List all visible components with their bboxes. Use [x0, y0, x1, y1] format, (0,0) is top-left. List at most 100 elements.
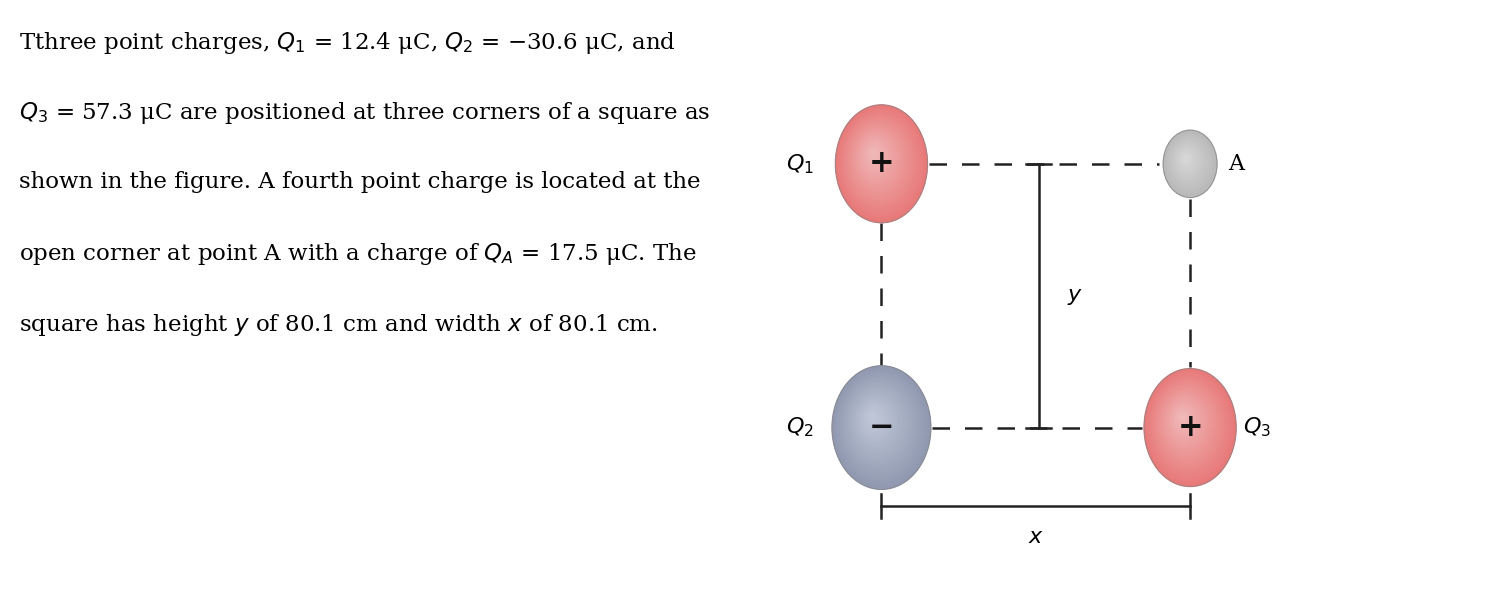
- Ellipse shape: [852, 391, 902, 453]
- Ellipse shape: [865, 408, 883, 429]
- Ellipse shape: [1172, 404, 1196, 435]
- Ellipse shape: [1178, 147, 1197, 173]
- Ellipse shape: [846, 383, 911, 465]
- Text: $x$: $x$: [1027, 526, 1044, 548]
- Text: −: −: [868, 412, 895, 443]
- Ellipse shape: [1179, 414, 1185, 421]
- Ellipse shape: [835, 105, 928, 223]
- Ellipse shape: [871, 150, 877, 158]
- Ellipse shape: [844, 381, 913, 467]
- Ellipse shape: [853, 393, 899, 451]
- Ellipse shape: [1160, 390, 1212, 456]
- Ellipse shape: [1182, 154, 1190, 163]
- Ellipse shape: [1173, 406, 1194, 433]
- Ellipse shape: [843, 379, 916, 470]
- Ellipse shape: [867, 145, 881, 165]
- Text: $y$: $y$: [1068, 285, 1083, 307]
- Ellipse shape: [850, 124, 905, 195]
- Ellipse shape: [1150, 375, 1228, 477]
- Text: +: +: [1178, 412, 1203, 443]
- Ellipse shape: [1175, 409, 1191, 429]
- Ellipse shape: [855, 129, 901, 188]
- Ellipse shape: [871, 415, 874, 419]
- Ellipse shape: [1175, 407, 1193, 431]
- Ellipse shape: [1158, 386, 1217, 461]
- Ellipse shape: [861, 401, 890, 438]
- Ellipse shape: [1164, 132, 1215, 195]
- Ellipse shape: [1151, 377, 1227, 475]
- Ellipse shape: [1181, 416, 1184, 419]
- Ellipse shape: [1176, 411, 1190, 426]
- Ellipse shape: [834, 368, 929, 487]
- Ellipse shape: [1169, 137, 1209, 188]
- Ellipse shape: [862, 403, 887, 436]
- Ellipse shape: [864, 142, 886, 170]
- Ellipse shape: [868, 147, 880, 162]
- Text: $Q_3$: $Q_3$: [1243, 416, 1272, 439]
- Ellipse shape: [1179, 150, 1194, 168]
- Ellipse shape: [864, 405, 886, 433]
- Ellipse shape: [858, 398, 893, 443]
- Text: $Q_1$: $Q_1$: [786, 152, 814, 176]
- Ellipse shape: [1157, 384, 1218, 463]
- Ellipse shape: [1181, 152, 1191, 166]
- Ellipse shape: [1182, 153, 1191, 164]
- Ellipse shape: [859, 399, 892, 441]
- Ellipse shape: [867, 410, 880, 426]
- Ellipse shape: [1144, 368, 1236, 487]
- Ellipse shape: [873, 152, 876, 156]
- Ellipse shape: [1161, 391, 1211, 454]
- Ellipse shape: [868, 411, 879, 424]
- Ellipse shape: [1170, 139, 1206, 184]
- Ellipse shape: [1170, 402, 1199, 438]
- Ellipse shape: [1169, 137, 1209, 187]
- Ellipse shape: [1164, 395, 1208, 450]
- Ellipse shape: [837, 371, 925, 482]
- Ellipse shape: [1175, 144, 1202, 178]
- Ellipse shape: [1176, 147, 1199, 174]
- Ellipse shape: [856, 131, 898, 186]
- Text: Tthree point charges, $Q_1$ = 12.4 μC, $Q_2$ = −30.6 μC, and: Tthree point charges, $Q_1$ = 12.4 μC, $…: [18, 30, 676, 56]
- Ellipse shape: [1164, 131, 1217, 196]
- Ellipse shape: [1172, 141, 1205, 181]
- Ellipse shape: [1167, 136, 1211, 189]
- Ellipse shape: [841, 113, 919, 211]
- Ellipse shape: [864, 140, 887, 172]
- Ellipse shape: [865, 143, 884, 167]
- Ellipse shape: [837, 373, 923, 479]
- Ellipse shape: [1152, 380, 1224, 470]
- Ellipse shape: [837, 106, 926, 220]
- Ellipse shape: [1169, 401, 1200, 440]
- Ellipse shape: [861, 137, 892, 176]
- Ellipse shape: [1172, 140, 1206, 183]
- Ellipse shape: [1173, 143, 1202, 179]
- Ellipse shape: [844, 116, 914, 207]
- Ellipse shape: [1166, 396, 1205, 447]
- Ellipse shape: [1167, 398, 1203, 445]
- Ellipse shape: [832, 366, 931, 490]
- Text: shown in the figure. A fourth point charge is located at the: shown in the figure. A fourth point char…: [18, 171, 700, 193]
- Text: +: +: [868, 148, 895, 179]
- Ellipse shape: [847, 384, 910, 463]
- Ellipse shape: [1178, 412, 1187, 424]
- Ellipse shape: [1184, 155, 1188, 162]
- Ellipse shape: [1148, 374, 1231, 479]
- Ellipse shape: [858, 134, 895, 181]
- Ellipse shape: [850, 388, 905, 458]
- Ellipse shape: [1163, 393, 1209, 452]
- Ellipse shape: [1176, 146, 1199, 175]
- Ellipse shape: [835, 369, 928, 484]
- Ellipse shape: [859, 136, 893, 179]
- Ellipse shape: [870, 149, 879, 160]
- Text: $Q_2$: $Q_2$: [786, 416, 814, 439]
- Ellipse shape: [855, 395, 898, 448]
- Ellipse shape: [1167, 135, 1212, 191]
- Ellipse shape: [862, 139, 889, 174]
- Ellipse shape: [840, 376, 919, 475]
- Ellipse shape: [838, 108, 923, 218]
- Ellipse shape: [1175, 145, 1200, 176]
- Ellipse shape: [1154, 381, 1221, 468]
- Ellipse shape: [1145, 370, 1234, 484]
- Ellipse shape: [849, 122, 908, 197]
- Ellipse shape: [865, 407, 884, 431]
